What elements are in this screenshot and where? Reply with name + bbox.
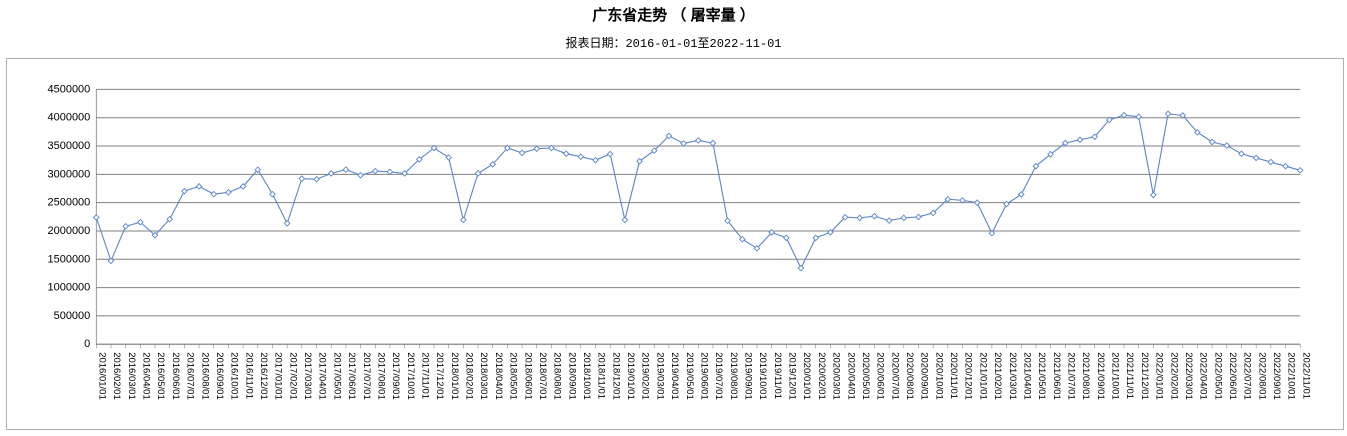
svg-text:2020/10/01: 2020/10/01	[933, 352, 944, 400]
svg-text:2019/02/01: 2019/02/01	[640, 352, 651, 400]
svg-text:2021/10/01: 2021/10/01	[1110, 352, 1121, 400]
svg-text:500000: 500000	[54, 310, 91, 322]
svg-text:2017/10/01: 2017/10/01	[405, 352, 416, 400]
svg-text:2019/06/01: 2019/06/01	[698, 352, 709, 400]
svg-text:2019/08/01: 2019/08/01	[728, 352, 739, 400]
svg-text:2021/03/01: 2021/03/01	[1007, 352, 1018, 400]
svg-text:2020/06/01: 2020/06/01	[875, 352, 886, 400]
svg-text:3500000: 3500000	[47, 140, 90, 152]
svg-text:2017/06/01: 2017/06/01	[346, 352, 357, 400]
svg-text:2016/11/01: 2016/11/01	[243, 352, 254, 399]
svg-text:报表日期：2016-01-01至2022-11-01: 报表日期：2016-01-01至2022-11-01	[565, 35, 781, 51]
svg-text:1000000: 1000000	[47, 282, 90, 294]
svg-text:4000000: 4000000	[47, 112, 90, 124]
svg-text:2020/04/01: 2020/04/01	[845, 352, 856, 400]
svg-text:2022/05/01: 2022/05/01	[1212, 352, 1223, 400]
svg-text:2016/06/01: 2016/06/01	[170, 352, 181, 400]
svg-text:2021/02/01: 2021/02/01	[992, 352, 1003, 400]
svg-text:2020/03/01: 2020/03/01	[831, 352, 842, 400]
svg-text:2022/10/01: 2022/10/01	[1286, 352, 1297, 400]
svg-text:2016/01/01: 2016/01/01	[97, 352, 108, 400]
svg-text:2019/07/01: 2019/07/01	[713, 352, 724, 400]
svg-text:2020/12/01: 2020/12/01	[963, 352, 974, 400]
svg-text:2016/02/01: 2016/02/01	[111, 352, 122, 400]
svg-text:2018/02/01: 2018/02/01	[464, 352, 475, 400]
svg-text:2021/09/01: 2021/09/01	[1095, 352, 1106, 400]
svg-text:2019/03/01: 2019/03/01	[654, 352, 665, 400]
svg-text:2000000: 2000000	[47, 225, 90, 237]
svg-text:2020/07/01: 2020/07/01	[889, 352, 900, 400]
svg-text:2016/09/01: 2016/09/01	[214, 352, 225, 400]
svg-text:2018/06/01: 2018/06/01	[522, 352, 533, 400]
svg-text:2020/11/01: 2020/11/01	[948, 352, 959, 399]
svg-text:2022/03/01: 2022/03/01	[1183, 352, 1194, 400]
svg-text:2018/07/01: 2018/07/01	[537, 352, 548, 400]
svg-text:2021/04/01: 2021/04/01	[1021, 352, 1032, 400]
svg-text:2019/12/01: 2019/12/01	[787, 352, 798, 400]
svg-text:2020/05/01: 2020/05/01	[860, 352, 871, 400]
svg-text:2020/08/01: 2020/08/01	[904, 352, 915, 400]
svg-text:2018/11/01: 2018/11/01	[596, 352, 607, 399]
svg-text:2022/04/01: 2022/04/01	[1198, 352, 1209, 400]
svg-text:2018/05/01: 2018/05/01	[508, 352, 519, 400]
svg-text:2018/03/01: 2018/03/01	[478, 352, 489, 400]
svg-text:2017/02/01: 2017/02/01	[287, 352, 298, 400]
svg-text:2019/09/01: 2019/09/01	[743, 352, 754, 400]
svg-text:2020/09/01: 2020/09/01	[919, 352, 930, 400]
svg-text:2016/10/01: 2016/10/01	[229, 352, 240, 400]
svg-text:2019/10/01: 2019/10/01	[757, 352, 768, 400]
svg-text:2016/04/01: 2016/04/01	[141, 352, 152, 400]
svg-text:2020/01/01: 2020/01/01	[801, 352, 812, 400]
svg-text:2017/08/01: 2017/08/01	[375, 352, 386, 400]
svg-text:2021/12/01: 2021/12/01	[1139, 352, 1150, 400]
svg-text:2019/11/01: 2019/11/01	[772, 352, 783, 399]
svg-text:2016/08/01: 2016/08/01	[199, 352, 210, 400]
svg-text:3000000: 3000000	[47, 168, 90, 180]
svg-text:2019/01/01: 2019/01/01	[625, 352, 636, 400]
svg-text:2021/11/01: 2021/11/01	[1124, 352, 1135, 399]
svg-text:2022/01/01: 2022/01/01	[1154, 352, 1165, 400]
svg-text:2021/08/01: 2021/08/01	[1080, 352, 1091, 400]
svg-text:1500000: 1500000	[47, 253, 90, 265]
svg-text:2022/08/01: 2022/08/01	[1256, 352, 1267, 400]
svg-text:2017/05/01: 2017/05/01	[331, 352, 342, 400]
svg-text:2022/02/01: 2022/02/01	[1168, 352, 1179, 400]
svg-text:2016/07/01: 2016/07/01	[185, 352, 196, 400]
svg-text:2018/04/01: 2018/04/01	[493, 352, 504, 400]
svg-text:2021/01/01: 2021/01/01	[977, 352, 988, 400]
svg-text:2019/04/01: 2019/04/01	[669, 352, 680, 400]
svg-text:2017/03/01: 2017/03/01	[302, 352, 313, 400]
svg-text:0: 0	[84, 338, 90, 350]
svg-text:2020/02/01: 2020/02/01	[816, 352, 827, 400]
svg-text:2016/05/01: 2016/05/01	[155, 352, 166, 400]
svg-text:2016/03/01: 2016/03/01	[126, 352, 137, 400]
svg-text:广东省走势 （ 屠宰量 ）: 广东省走势 （ 屠宰量 ）	[592, 6, 755, 24]
svg-text:2021/06/01: 2021/06/01	[1051, 352, 1062, 400]
svg-text:2022/07/01: 2022/07/01	[1242, 352, 1253, 400]
svg-text:2022/11/01: 2022/11/01	[1300, 352, 1311, 399]
svg-text:2017/12/01: 2017/12/01	[434, 352, 445, 400]
svg-text:2019/05/01: 2019/05/01	[684, 352, 695, 400]
svg-text:2017/11/01: 2017/11/01	[420, 352, 431, 399]
svg-text:2022/06/01: 2022/06/01	[1227, 352, 1238, 400]
svg-text:2018/09/01: 2018/09/01	[566, 352, 577, 400]
svg-text:2018/01/01: 2018/01/01	[449, 352, 460, 400]
svg-text:2017/07/01: 2017/07/01	[361, 352, 372, 400]
svg-text:2018/10/01: 2018/10/01	[581, 352, 592, 400]
svg-text:2018/12/01: 2018/12/01	[610, 352, 621, 400]
svg-text:2021/05/01: 2021/05/01	[1036, 352, 1047, 400]
svg-text:4500000: 4500000	[47, 83, 90, 95]
svg-text:2500000: 2500000	[47, 197, 90, 209]
svg-text:2017/09/01: 2017/09/01	[390, 352, 401, 400]
svg-text:2017/01/01: 2017/01/01	[273, 352, 284, 400]
svg-text:2022/09/01: 2022/09/01	[1271, 352, 1282, 400]
svg-text:2017/04/01: 2017/04/01	[317, 352, 328, 400]
svg-text:2018/08/01: 2018/08/01	[552, 352, 563, 400]
svg-text:2021/07/01: 2021/07/01	[1065, 352, 1076, 400]
svg-text:2016/12/01: 2016/12/01	[258, 352, 269, 400]
